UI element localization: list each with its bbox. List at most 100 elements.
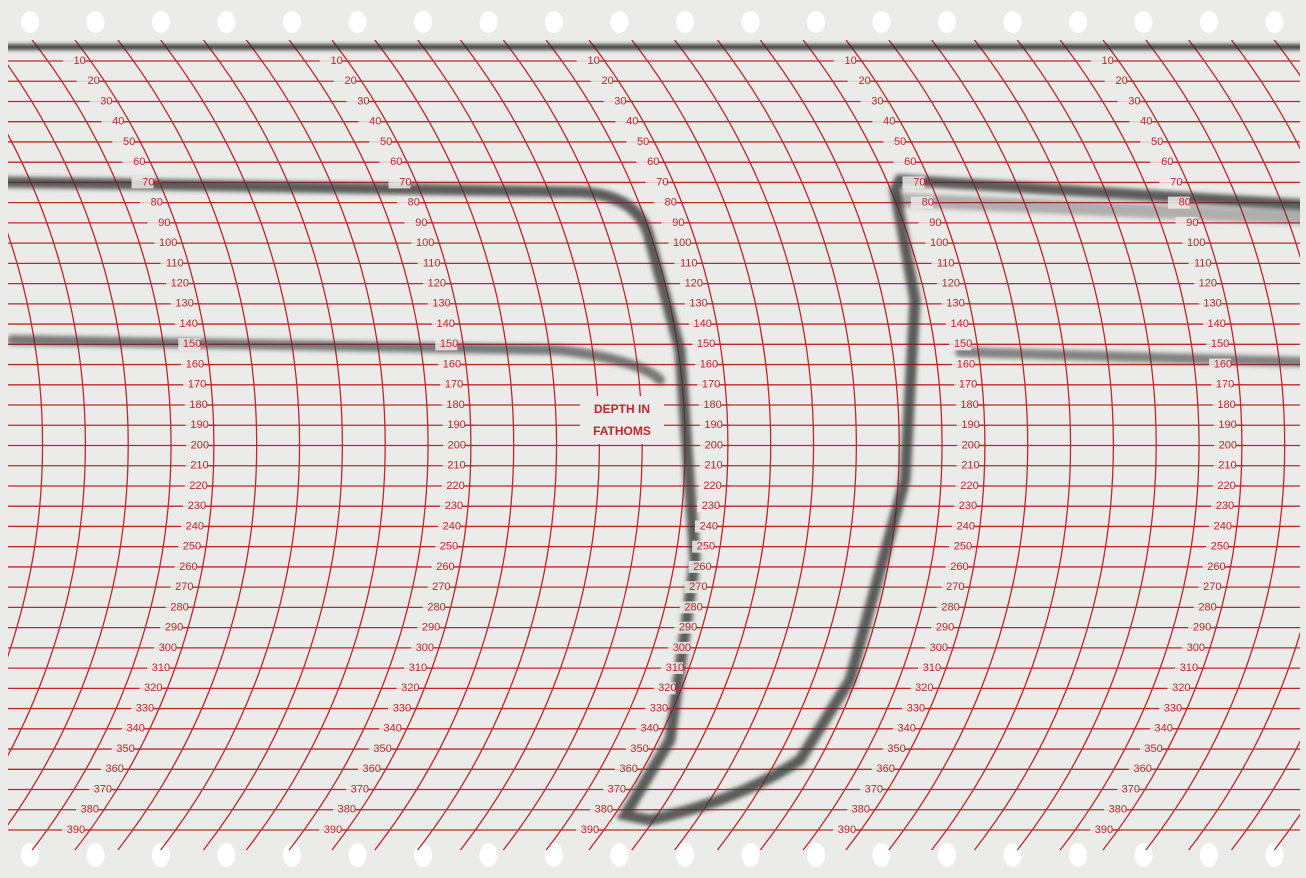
annotation-line: FATHOMS: [593, 424, 651, 438]
depth-label: 70: [1170, 176, 1182, 188]
depth-label: 380: [338, 804, 356, 816]
sprocket-hole: [873, 11, 891, 33]
depth-label: 40: [1140, 116, 1152, 128]
depth-label: 120: [1199, 278, 1217, 290]
depth-label: 110: [937, 257, 955, 269]
depth-label: 330: [1164, 702, 1182, 714]
depth-label: 140: [436, 318, 454, 330]
depth-label: 120: [942, 278, 960, 290]
sprocket-hole: [1200, 843, 1218, 867]
depth-label: 390: [1095, 824, 1113, 836]
depth-label: 140: [950, 318, 968, 330]
depth-label: 110: [680, 257, 698, 269]
depth-label: 60: [647, 156, 659, 168]
depth-label: 210: [961, 460, 979, 472]
depth-label: 10: [588, 55, 600, 67]
depth-label: 340: [641, 723, 659, 735]
depth-label: 150: [1211, 338, 1229, 350]
depth-label: 200: [1219, 439, 1237, 451]
depth-label: 50: [123, 136, 135, 148]
depth-label: 60: [390, 156, 402, 168]
depth-label: 160: [1214, 358, 1232, 370]
depth-label: 290: [679, 622, 697, 634]
depth-label: 200: [705, 439, 723, 451]
depth-label: 170: [702, 379, 720, 391]
depth-label: 170: [959, 379, 977, 391]
depth-label: 370: [94, 783, 112, 795]
depth-label: 190: [447, 419, 465, 431]
depth-label: 350: [630, 743, 648, 755]
depth-label: 370: [608, 783, 626, 795]
depth-label: 380: [81, 804, 99, 816]
depth-label: 110: [1194, 257, 1212, 269]
depth-label: 210: [1218, 460, 1236, 472]
sprocket-hole: [938, 11, 956, 33]
depth-label: 260: [179, 561, 197, 573]
depth-label: 240: [186, 520, 204, 532]
depth-label: 270: [432, 581, 450, 593]
depth-label: 320: [915, 682, 933, 694]
sprocket-hole: [676, 843, 694, 867]
depth-label: 370: [351, 783, 369, 795]
depth-label: 350: [1144, 743, 1162, 755]
sprocket-hole: [414, 843, 432, 867]
depth-label: 340: [127, 723, 145, 735]
depth-label: 90: [929, 217, 941, 229]
sprocket-hole: [545, 11, 563, 33]
depth-label: 370: [865, 783, 883, 795]
depth-label: 80: [665, 197, 677, 209]
depth-label: 130: [432, 298, 450, 310]
depth-label: 120: [685, 278, 703, 290]
depth-label: 230: [445, 500, 463, 512]
depth-label: 360: [105, 763, 123, 775]
depth-label: 320: [144, 682, 162, 694]
sprocket-hole: [611, 843, 629, 867]
depth-label: 140: [179, 318, 197, 330]
depth-label: 260: [693, 561, 711, 573]
depth-label: 210: [447, 460, 465, 472]
depth-label: 90: [415, 217, 427, 229]
depth-label: 260: [1207, 561, 1225, 573]
depth-label: 200: [448, 439, 466, 451]
depth-label: 10: [1102, 55, 1114, 67]
depth-label: 270: [689, 581, 707, 593]
depth-label: 360: [619, 763, 637, 775]
depth-label: 220: [189, 480, 207, 492]
depth-label: 220: [960, 480, 978, 492]
depth-label: 300: [930, 642, 948, 654]
depth-label: 70: [656, 176, 668, 188]
depth-label: 240: [700, 520, 718, 532]
depth-label: 330: [393, 702, 411, 714]
depth-label: 330: [136, 702, 154, 714]
depth-label: 190: [961, 419, 979, 431]
sprocket-hole: [1004, 843, 1022, 867]
depth-label: 180: [703, 399, 721, 411]
depth-label: 290: [1193, 622, 1211, 634]
sprocket-hole: [1135, 843, 1153, 867]
sprocket-hole: [87, 11, 105, 33]
sprocket-hole: [480, 11, 498, 33]
depth-label: 310: [666, 662, 684, 674]
depth-label: 120: [171, 278, 189, 290]
sprocket-hole: [676, 11, 694, 33]
depth-label: 330: [650, 702, 668, 714]
depth-label: 230: [702, 500, 720, 512]
depth-label: 120: [428, 278, 446, 290]
depth-label: 180: [446, 399, 464, 411]
depth-label: 50: [1151, 136, 1163, 148]
depth-label: 100: [673, 237, 691, 249]
depth-label: 190: [704, 419, 722, 431]
depth-label: 370: [1122, 783, 1140, 795]
depth-label: 140: [1207, 318, 1225, 330]
depth-label: 390: [581, 824, 599, 836]
depth-label: 310: [923, 662, 941, 674]
depth-label: 180: [960, 399, 978, 411]
sprocket-hole: [480, 843, 498, 867]
depth-label: 220: [446, 480, 464, 492]
depth-label: 160: [443, 358, 461, 370]
depth-label: 40: [883, 116, 895, 128]
depth-label: 280: [170, 601, 188, 613]
depth-label: 250: [183, 541, 201, 553]
depth-label: 270: [175, 581, 193, 593]
sprocket-hole: [87, 843, 105, 867]
